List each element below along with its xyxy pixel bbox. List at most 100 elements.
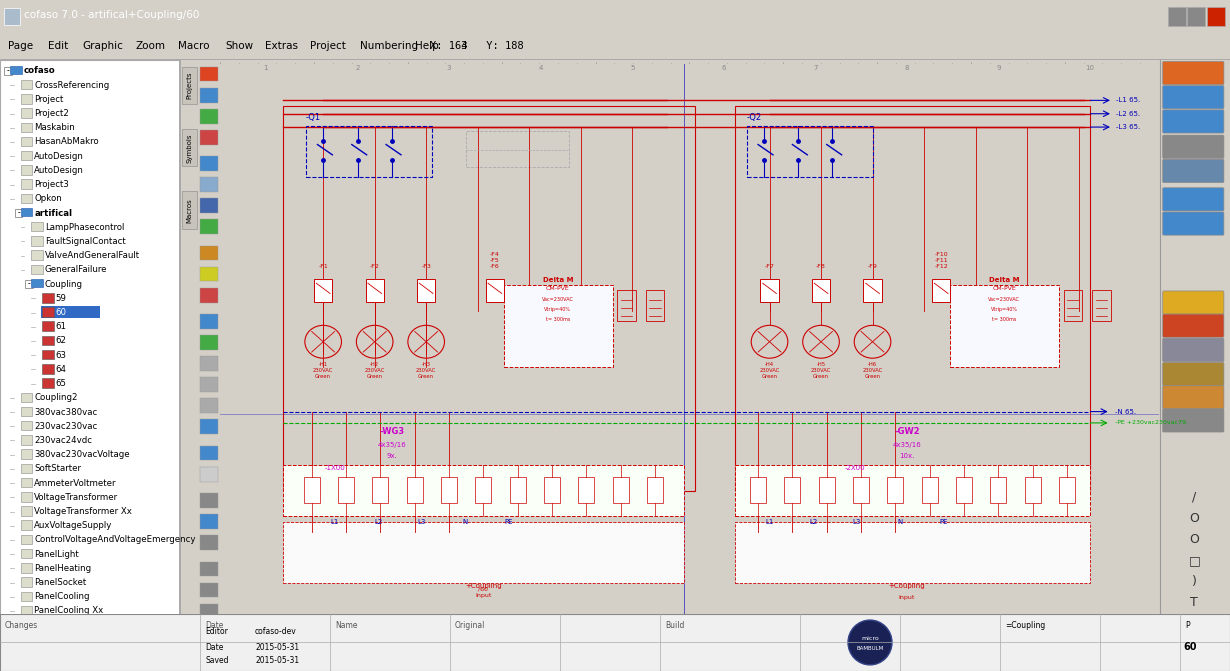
Text: -F8: -F8	[817, 264, 825, 269]
Text: FaultSignalContact: FaultSignalContact	[46, 237, 125, 246]
Text: PanelCooling: PanelCooling	[34, 592, 90, 601]
Text: Editor: Editor	[205, 627, 228, 636]
Bar	[200, 156, 218, 171]
Bar	[21, 435, 32, 445]
Bar	[200, 130, 218, 145]
Bar	[200, 288, 218, 303]
Bar	[200, 199, 218, 213]
Bar	[578, 477, 594, 503]
Bar	[42, 307, 54, 317]
Text: 5: 5	[630, 64, 635, 70]
Bar	[42, 378, 54, 388]
Bar	[21, 393, 32, 402]
Bar	[21, 535, 32, 544]
Bar	[1059, 477, 1075, 503]
Text: 380vac230vacVoltage: 380vac230vacVoltage	[34, 450, 130, 459]
Text: -F9: -F9	[867, 264, 877, 269]
Text: -Q1: -Q1	[306, 113, 321, 122]
Text: PanelCooling Xx: PanelCooling Xx	[34, 607, 103, 615]
Text: Maskabin: Maskabin	[34, 123, 75, 132]
Bar	[200, 66, 218, 81]
Bar	[21, 193, 32, 203]
Text: artifical: artifical	[34, 209, 73, 217]
Bar	[750, 477, 766, 503]
Text: ControlVoltageAndVoltageEmergency: ControlVoltageAndVoltageEmergency	[34, 535, 196, 544]
Bar	[42, 350, 54, 360]
Text: -Q2: -Q2	[747, 113, 761, 122]
Bar	[21, 179, 32, 189]
Text: cofaso 7.0 - artifical+Coupling/60: cofaso 7.0 - artifical+Coupling/60	[25, 11, 199, 20]
Text: L1: L1	[765, 519, 774, 525]
Text: -PE +230vac230vac79.: -PE +230vac230vac79.	[1116, 421, 1188, 425]
Text: 2: 2	[355, 64, 359, 70]
Bar	[200, 419, 218, 434]
Text: FanDamper: FanDamper	[34, 621, 84, 629]
Text: 7: 7	[813, 64, 818, 70]
Text: SoftStarter: SoftStarter	[34, 464, 81, 473]
Bar	[200, 219, 218, 234]
Text: Projects: Projects	[187, 72, 192, 99]
Bar	[21, 521, 32, 530]
FancyBboxPatch shape	[1162, 62, 1224, 85]
Text: PanelHeating: PanelHeating	[34, 564, 91, 573]
Text: 3: 3	[460, 41, 466, 50]
Bar	[646, 291, 664, 321]
Bar	[442, 477, 458, 503]
Bar	[736, 465, 1090, 517]
Bar	[736, 521, 1090, 583]
FancyBboxPatch shape	[1162, 314, 1224, 338]
Bar	[990, 477, 1006, 503]
Bar	[486, 279, 504, 302]
Bar	[932, 279, 951, 302]
Bar	[306, 126, 432, 177]
Bar	[182, 66, 197, 104]
Bar	[21, 478, 32, 487]
Bar	[504, 285, 613, 368]
Bar	[31, 236, 43, 246]
Bar	[21, 407, 32, 416]
FancyBboxPatch shape	[1162, 212, 1224, 235]
Bar	[338, 477, 354, 503]
Text: 4x35/16: 4x35/16	[893, 442, 921, 448]
Text: Changes: Changes	[5, 621, 38, 630]
Bar	[509, 477, 525, 503]
Bar	[956, 477, 972, 503]
Text: Original: Original	[455, 621, 486, 630]
Text: X: 164   Y: 188: X: 164 Y: 188	[430, 41, 524, 50]
Bar	[31, 222, 43, 231]
Text: Edit: Edit	[48, 41, 68, 50]
Circle shape	[847, 620, 892, 665]
Bar	[304, 477, 320, 503]
Text: Macros: Macros	[187, 198, 192, 223]
Text: Delta M: Delta M	[989, 277, 1020, 283]
Text: 60: 60	[1183, 641, 1197, 652]
Text: □: □	[1188, 554, 1200, 567]
Bar	[200, 356, 218, 371]
Bar	[200, 604, 218, 619]
Text: -L1 65.: -L1 65.	[1117, 97, 1140, 103]
Text: 4: 4	[539, 64, 542, 70]
Bar	[4, 66, 12, 75]
Bar	[736, 105, 1090, 491]
Bar	[31, 264, 43, 274]
Bar	[26, 280, 33, 289]
Text: Coupling2: Coupling2	[34, 393, 77, 403]
Text: 380vac380vac: 380vac380vac	[34, 407, 97, 417]
Bar	[200, 267, 218, 281]
Text: BAMBULM: BAMBULM	[856, 646, 883, 651]
Text: cofaso-dev: cofaso-dev	[255, 627, 296, 636]
Text: AutoDesign: AutoDesign	[34, 166, 84, 175]
Bar	[200, 246, 218, 260]
Text: Symbols: Symbols	[187, 133, 192, 162]
Bar	[760, 279, 779, 302]
Text: Vtrip=40%: Vtrip=40%	[990, 307, 1017, 312]
Bar	[819, 477, 835, 503]
Text: 8: 8	[904, 64, 909, 70]
Text: -F10
-F11
-F12: -F10 -F11 -F12	[935, 252, 948, 269]
Text: -WG3: -WG3	[379, 427, 405, 436]
Text: AutoDesign: AutoDesign	[34, 152, 84, 160]
Bar	[200, 335, 218, 350]
Bar	[200, 109, 218, 123]
FancyBboxPatch shape	[1162, 110, 1224, 133]
Bar	[854, 477, 870, 503]
